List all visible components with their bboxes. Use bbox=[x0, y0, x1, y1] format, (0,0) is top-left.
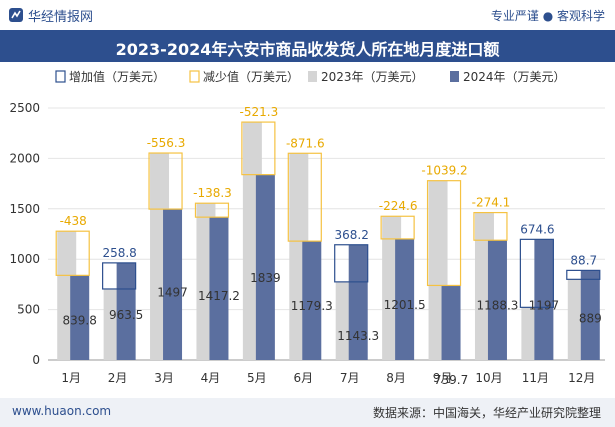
decrease-outline bbox=[380, 215, 415, 240]
value-label-2024: 1417.2 bbox=[198, 289, 240, 303]
y-axis: 0 500 1000 1500 2000 2500 bbox=[9, 101, 40, 367]
decrease-outline bbox=[55, 230, 90, 276]
value-label-2024: 1839 bbox=[250, 271, 281, 285]
change-label: -438 bbox=[60, 214, 87, 228]
bar-2024 bbox=[302, 241, 322, 360]
value-label-2024: 839.8 bbox=[63, 313, 97, 327]
x-tick-label: 5月 bbox=[247, 371, 267, 385]
legend-swatch-2024 bbox=[450, 71, 459, 82]
change-label: 88.7 bbox=[570, 253, 597, 267]
x-tick-label: 2月 bbox=[108, 371, 128, 385]
y-tick-label: 1000 bbox=[9, 252, 40, 266]
bar-2024 bbox=[70, 275, 90, 360]
value-label-2024: 1197 bbox=[529, 298, 560, 312]
decrease-outline bbox=[148, 152, 183, 210]
x-axis: 1月 2月 3月 4月 5月 6月 7月 8月 9月 10月 11月 12月 bbox=[61, 371, 595, 385]
x-tick-label: 3月 bbox=[154, 371, 174, 385]
increase-outline bbox=[519, 238, 554, 308]
bar-2024 bbox=[163, 209, 183, 360]
value-label-2024: 889 bbox=[579, 311, 602, 325]
x-tick-label: 11月 bbox=[522, 371, 549, 385]
decrease-outline bbox=[194, 202, 230, 218]
legend-label: 2024年（万美元） bbox=[463, 70, 566, 84]
tagline: 专业严谨 ● 客观科学 bbox=[490, 9, 605, 23]
legend-swatch-decrease bbox=[189, 70, 200, 83]
legend-swatch-increase bbox=[55, 70, 66, 83]
x-tick-label: 1月 bbox=[61, 371, 81, 385]
value-label-2024: 1188.3 bbox=[476, 299, 518, 313]
x-tick-label: 8月 bbox=[386, 371, 406, 385]
bars: -438 839.8 258.8 963.5 -556.3 1497 -138.3 1417.… bbox=[55, 105, 602, 387]
legend-label: 减少值（万美元） bbox=[203, 69, 299, 84]
value-label-2024: 963.5 bbox=[109, 308, 143, 322]
value-label-2024: 1179.3 bbox=[291, 299, 333, 313]
bar-2024 bbox=[348, 244, 368, 360]
y-tick-label: 2500 bbox=[9, 101, 40, 115]
x-tick-label: 12月 bbox=[568, 371, 595, 385]
x-tick-label: 10月 bbox=[475, 371, 502, 385]
decrease-outline bbox=[241, 121, 276, 176]
change-label: -224.6 bbox=[379, 199, 418, 213]
website-link[interactable]: www.huaon.com bbox=[12, 404, 112, 418]
value-label-2024: 1201.5 bbox=[384, 298, 426, 312]
bar-2024 bbox=[441, 285, 461, 360]
footer: www.huaon.com 数据来源：中国海关，华经产业研究院整理 bbox=[0, 398, 615, 427]
increase-outline bbox=[102, 262, 137, 290]
legend: 增加值（万美元） 减少值（万美元） 2023年（万美元） 2024年（万美元） bbox=[55, 69, 566, 84]
legend-label: 增加值（万美元） bbox=[69, 69, 165, 84]
value-label-2024: 1497 bbox=[157, 286, 188, 300]
y-tick-label: 2000 bbox=[9, 151, 40, 165]
data-source: 数据来源：中国海关，华经产业研究院整理 bbox=[372, 406, 601, 420]
x-tick-label: 9月 bbox=[433, 371, 453, 385]
bar-2024 bbox=[580, 270, 600, 360]
y-tick-label: 1500 bbox=[9, 202, 40, 216]
increase-outline bbox=[334, 244, 369, 283]
title-bar: 2023-2024年六安市商品收发货人所在地月度进口额 bbox=[0, 30, 615, 62]
bar-2024 bbox=[116, 262, 136, 360]
x-tick-label: 6月 bbox=[293, 371, 313, 385]
change-label: -1039.2 bbox=[421, 164, 467, 178]
change-label: -274.1 bbox=[472, 196, 511, 210]
bar-2024 bbox=[487, 240, 507, 360]
decrease-outline bbox=[287, 152, 322, 242]
increase-outline bbox=[566, 269, 601, 280]
change-label: 368.2 bbox=[335, 228, 369, 242]
gridlines bbox=[48, 107, 605, 361]
logo-text: 华经情报网 bbox=[28, 10, 94, 25]
value-label-2024: 1143.3 bbox=[337, 329, 379, 343]
change-label: -521.3 bbox=[240, 105, 279, 119]
legend-swatch-2023 bbox=[308, 71, 317, 82]
y-tick-label: 0 bbox=[32, 353, 40, 367]
chart: 增加值（万美元） 减少值（万美元） 2023年（万美元） 2024年（万美元） 0 50… bbox=[9, 69, 605, 387]
value-label-2024: 739.7 bbox=[434, 373, 468, 387]
y-tick-label: 500 bbox=[17, 303, 40, 317]
bar-2024 bbox=[209, 217, 229, 360]
bar-2024 bbox=[255, 174, 275, 360]
change-label: 674.6 bbox=[520, 222, 554, 236]
bar-2024 bbox=[395, 238, 415, 360]
bar-2024 bbox=[534, 239, 554, 360]
chart-title: 2023-2024年六安市商品收发货人所在地月度进口额 bbox=[115, 40, 500, 59]
x-tick-label: 7月 bbox=[340, 371, 360, 385]
change-label: -871.6 bbox=[286, 136, 325, 150]
legend-label: 2023年（万美元） bbox=[321, 70, 424, 84]
x-tick-label: 4月 bbox=[201, 371, 221, 385]
logo-icon bbox=[9, 8, 23, 22]
decrease-outline bbox=[426, 180, 462, 287]
top-bar: 华经情报网 专业严谨 ● 客观科学 bbox=[0, 0, 615, 30]
change-label: 258.8 bbox=[102, 246, 136, 260]
change-label: -556.3 bbox=[147, 136, 186, 150]
change-label: -138.3 bbox=[193, 186, 232, 200]
decrease-outline bbox=[473, 211, 508, 241]
